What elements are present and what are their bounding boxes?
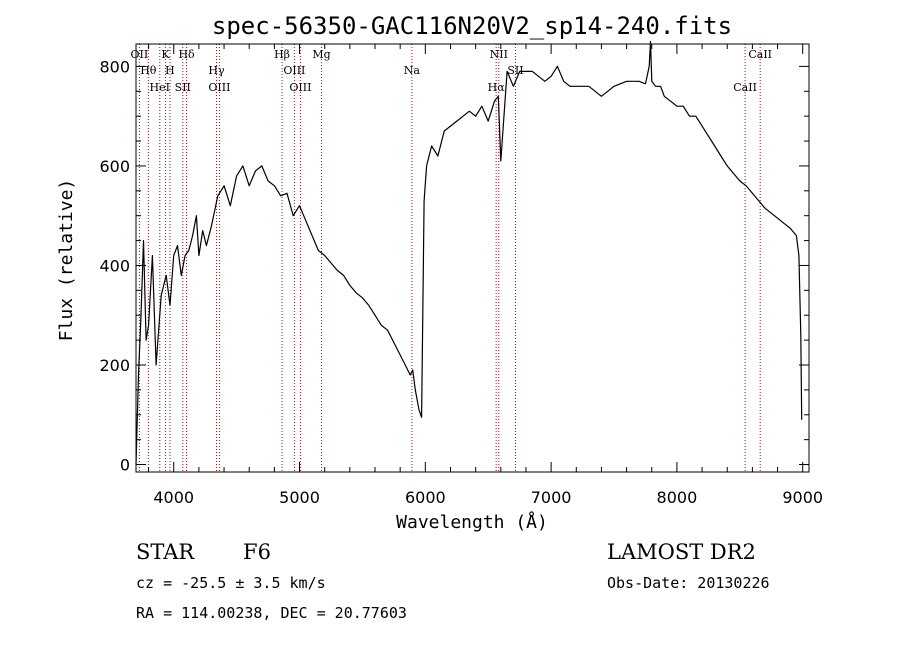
spectrum-series	[135, 40, 803, 465]
y-tick-label-2: 400	[99, 256, 130, 275]
marker-label-1: Hθ	[140, 64, 157, 77]
x-axis-label: Wavelength (Å)	[396, 511, 548, 533]
x-tick-label-2: 6000	[405, 488, 446, 507]
marker-label-4: H	[165, 64, 175, 77]
marker-label-17: CaII	[733, 81, 757, 94]
obs-date: Obs-Date: 20130226	[607, 574, 770, 592]
spectral-line-markers: OIIHθHeIKHSIIHδHγOIIIHβOIIIOIIIMgNaHαNII…	[131, 44, 772, 472]
marker-label-8: OIII	[208, 81, 230, 94]
marker-label-11: OIII	[289, 81, 311, 94]
plot-frame	[135, 43, 810, 473]
y-tick-label-1: 200	[99, 356, 130, 375]
marker-label-12: Mg	[312, 48, 330, 61]
y-tick-label-0: 0	[120, 456, 130, 475]
x-tick-label-4: 8000	[657, 488, 698, 507]
marker-label-2: HeI	[150, 81, 170, 94]
axis-tick-labels: 4000 5000 6000 7000 8000 9000 0 200 400 600 800	[99, 57, 823, 507]
marker-label-9: Hβ	[274, 48, 290, 61]
marker-label-7: Hγ	[208, 64, 225, 77]
y-axis-label: Flux (relative)	[56, 179, 77, 342]
x-tick-label-3: 7000	[531, 488, 572, 507]
marker-label-3: K	[161, 48, 170, 61]
marker-label-0: OII	[131, 48, 149, 61]
x-tick-label-1: 5000	[279, 488, 320, 507]
y-tick-label-3: 600	[99, 157, 130, 176]
object-class: STAR	[136, 540, 195, 564]
axis-ticks	[136, 44, 809, 472]
survey-name: LAMOST DR2	[607, 540, 756, 564]
x-tick-label-5: 9000	[782, 488, 823, 507]
x-tick-label-0: 4000	[153, 488, 194, 507]
marker-label-14: Hα	[488, 81, 506, 94]
spectral-subclass: F6	[243, 540, 271, 564]
marker-label-13: Na	[404, 64, 421, 77]
y-tick-label-4: 800	[99, 57, 130, 76]
redshift-text: cz = -25.5 ± 3.5 km/s	[136, 574, 326, 592]
chart-title: spec-56350-GAC116N20V2_sp14-240.fits	[212, 12, 732, 40]
marker-label-6: Hδ	[178, 48, 195, 61]
marker-label-10: OIII	[283, 64, 305, 77]
marker-label-16: SII	[507, 64, 523, 77]
marker-label-5: SII	[175, 81, 191, 94]
marker-label-18: CaII	[748, 48, 772, 61]
coordinates: RA = 114.00238, DEC = 20.77603	[136, 604, 407, 622]
marker-label-15: NII	[490, 48, 508, 61]
